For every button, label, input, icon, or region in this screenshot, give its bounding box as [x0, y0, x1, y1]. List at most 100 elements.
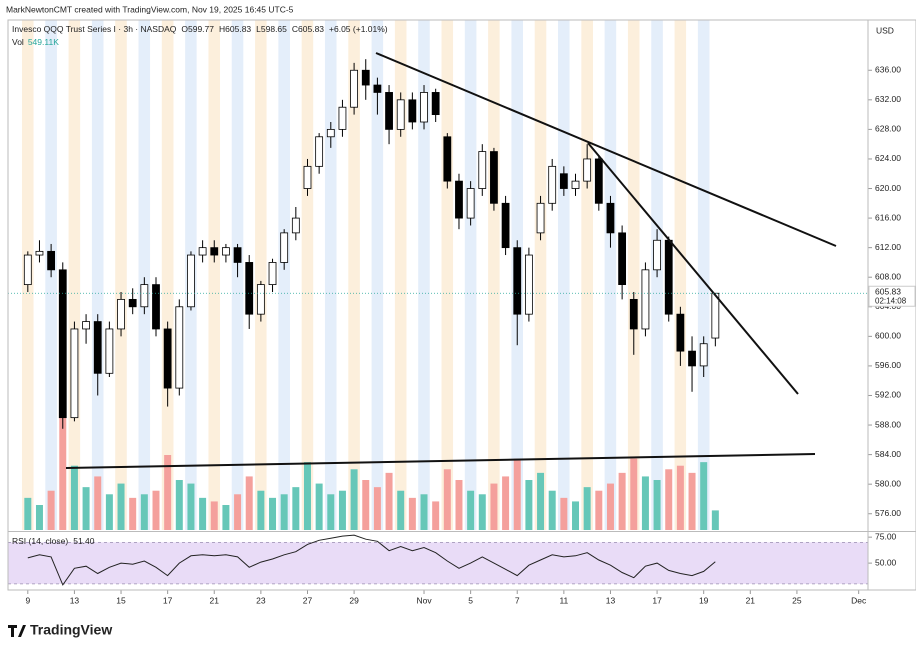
volume-bar: [700, 462, 708, 530]
volume-bar: [537, 472, 545, 530]
rsi-tick-label: 75.00: [875, 531, 897, 541]
session-band: [301, 20, 314, 530]
y-tick-label: 580.00: [875, 478, 901, 488]
x-tick-label: 15: [116, 595, 126, 605]
volume-bar: [59, 405, 67, 530]
volume-bar: [443, 469, 451, 530]
x-tick-label: 17: [652, 595, 662, 605]
session-band: [324, 20, 337, 530]
y-tick-label: 636.00: [875, 65, 901, 75]
last-price-box: [868, 285, 916, 307]
candle-body: [455, 180, 463, 219]
rsi-value: 51.40: [73, 536, 95, 546]
candle-body: [373, 84, 382, 93]
volume-bar: [397, 490, 405, 530]
session-band: [80, 20, 92, 530]
candle-body: [222, 247, 230, 256]
candle-body: [711, 292, 720, 339]
session-band: [33, 20, 46, 530]
y-tick-label: 632.00: [875, 94, 901, 104]
volume-bar: [140, 494, 148, 530]
session-band: [581, 20, 593, 530]
x-tick-label: Dec: [851, 595, 867, 605]
session-band: [406, 20, 419, 530]
symbol: Invesco QQQ Trust Series I · 3h · NASDAQ: [12, 24, 177, 34]
volume-bar: [315, 483, 323, 530]
volume-bar: [129, 497, 137, 530]
volume-bar: [583, 487, 591, 530]
volume-bar: [432, 501, 440, 530]
volume-bar: [572, 501, 580, 530]
candle-body: [396, 99, 405, 130]
session-band: [126, 20, 139, 530]
volume-bar: [338, 490, 346, 530]
session-band: [604, 20, 617, 530]
y-tick-label: 612.00: [875, 242, 901, 252]
candle-body: [233, 247, 242, 263]
volume-bar: [455, 480, 463, 530]
y-tick-label: 624.00: [875, 153, 901, 163]
candle-body: [513, 247, 522, 315]
candle-body: [280, 232, 289, 263]
legend-close: C605.83: [292, 24, 324, 34]
session-band: [686, 20, 698, 530]
volume-bar: [513, 458, 521, 530]
volume-bar: [711, 510, 719, 530]
y-tick-label: 576.00: [875, 508, 901, 518]
candle-body: [338, 106, 347, 130]
session-band: [441, 20, 454, 530]
logo-mark: [8, 625, 26, 637]
session-band: [103, 20, 116, 530]
session-band: [709, 20, 722, 530]
session-band: [91, 20, 104, 530]
volume-bar: [688, 472, 696, 530]
candle-body: [245, 262, 254, 315]
candle-body: [175, 306, 184, 389]
candle-body: [210, 247, 219, 256]
volume-bar: [606, 483, 614, 530]
candle-body: [47, 250, 56, 271]
volume-bar: [94, 476, 102, 530]
currency: USD: [876, 25, 894, 35]
candle-body: [58, 269, 67, 419]
volume-bar: [257, 490, 265, 530]
session-band: [196, 20, 209, 530]
candle-body: [350, 69, 358, 108]
volume-bar: [199, 497, 207, 530]
candle-body: [443, 136, 452, 182]
volume-bar: [47, 490, 55, 530]
volume-bar: [467, 490, 475, 530]
legend-low: L598.65: [256, 24, 287, 34]
volume-bar: [420, 494, 428, 530]
volume-bar: [303, 462, 311, 530]
plot-layer: [8, 20, 868, 586]
y-tick-label: 592.00: [875, 390, 901, 400]
candle-body: [618, 232, 627, 286]
x-tick-label: 17: [163, 595, 173, 605]
legend-open: O599.77: [181, 24, 214, 34]
session-band: [68, 20, 81, 530]
volume-bar: [117, 483, 125, 530]
y-tick-label: 608.00: [875, 271, 901, 281]
candle-body: [256, 284, 265, 315]
candle-body: [490, 151, 498, 204]
volume-bar: [82, 487, 90, 530]
volume-bar: [630, 458, 638, 530]
brand-logo: TradingView: [8, 622, 112, 638]
candle-body: [408, 99, 417, 123]
y-tick-label: 628.00: [875, 124, 901, 134]
volume-bar: [618, 472, 626, 530]
session-band: [499, 20, 512, 530]
candle-body: [23, 254, 32, 286]
session-band: [138, 20, 151, 530]
volume-legend: Vol 549.11K: [12, 37, 59, 47]
candle-body: [571, 180, 580, 189]
x-tick-label: 29: [349, 595, 359, 605]
candle-body: [361, 69, 370, 86]
y-tick-label: 588.00: [875, 419, 901, 429]
volume-bar: [152, 490, 160, 530]
candle-body: [187, 254, 195, 308]
volume-label: Vol: [12, 37, 24, 47]
trend-line: [375, 52, 837, 247]
